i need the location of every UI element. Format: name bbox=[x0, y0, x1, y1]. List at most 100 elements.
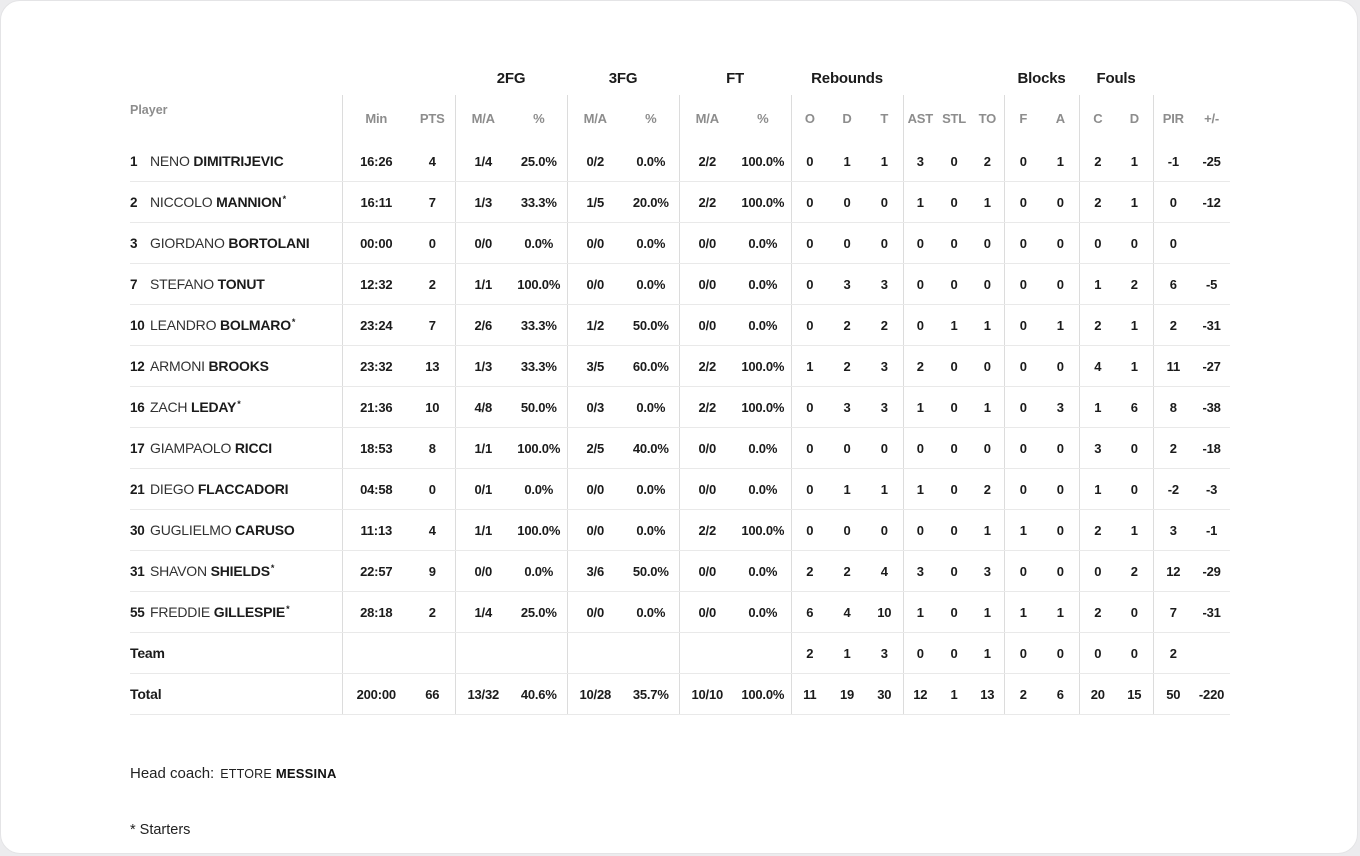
cell-foul-c: 2 bbox=[1078, 181, 1117, 223]
player-name-cell: 3 GIORDANO BORTOLANI bbox=[130, 222, 342, 264]
cell-stl: 0 bbox=[937, 141, 972, 182]
head-coach-line: Head coach: ETTORE MESSINA bbox=[130, 765, 1357, 782]
column-header-reb-o: O bbox=[790, 95, 829, 141]
player-last-name: RICCI bbox=[234, 440, 272, 456]
cell-pts bbox=[410, 632, 455, 674]
cell-3fg-pct: 50.0% bbox=[623, 550, 680, 592]
player-row-bortolani: 3 GIORDANO BORTOLANI 00:00 0 0/0 0.0% 0/0 0.0% 0… bbox=[130, 222, 1231, 264]
cell-3fg-pct: 0.0% bbox=[623, 386, 680, 428]
cell-reb-t: 4 bbox=[866, 550, 904, 592]
cell-reb-d: 19 bbox=[828, 673, 867, 715]
cell-ft-pct bbox=[735, 632, 792, 674]
cell-foul-c: 0 bbox=[1078, 550, 1117, 592]
summary-label: Total bbox=[130, 686, 162, 702]
cell-ft-ma: 2/2 bbox=[678, 509, 736, 551]
cell-reb-o: 6 bbox=[790, 591, 829, 633]
cell-to: 2 bbox=[971, 141, 1005, 182]
player-first-name: FREDDIE bbox=[150, 604, 214, 620]
cell-blk-a: 1 bbox=[1042, 141, 1080, 182]
player-row-ricci: 17 GIAMPAOLO RICCI 18:53 8 1/1 100.0% 2/5 40.0%… bbox=[130, 427, 1231, 469]
cell-ft-ma: 2/2 bbox=[678, 141, 736, 182]
cell-2fg-pct: 0.0% bbox=[511, 468, 568, 510]
cell-to: 0 bbox=[971, 222, 1005, 264]
column-header-ft-pct: % bbox=[757, 110, 769, 126]
player-number: 30 bbox=[130, 523, 145, 538]
column-header-pts: PTS bbox=[419, 110, 445, 126]
player-name-cell: 55 FREDDIE GILLESPIE* bbox=[130, 591, 342, 633]
column-header-pir: PIR bbox=[1152, 95, 1194, 141]
cell-stl: 0 bbox=[937, 345, 972, 387]
player-name-cell: 12 ARMONI BROOKS bbox=[130, 345, 342, 387]
cell-2fg-pct: 33.3% bbox=[511, 304, 568, 346]
player-row-flaccadori: 21 DIEGO FLACCADORI 04:58 0 0/1 0.0% 0/0 0.0% 0/… bbox=[130, 468, 1231, 510]
cell-ast: 0 bbox=[902, 632, 938, 674]
cell-ft-ma: 2/2 bbox=[678, 345, 736, 387]
cell-2fg-pct: 25.0% bbox=[511, 591, 568, 633]
player-row-mannion: 2 NICCOLO MANNION* 16:11 7 1/3 33.3% 1/5 20.0% 2… bbox=[130, 181, 1231, 223]
cell-pts: 13 bbox=[410, 345, 455, 387]
cell-blk-f: 0 bbox=[1003, 468, 1043, 510]
column-header-min: Min bbox=[341, 95, 410, 141]
cell-reb-o: 2 bbox=[790, 550, 829, 592]
player-first-name: LEANDRO bbox=[150, 317, 220, 333]
player-row-gillespie: 55 FREDDIE GILLESPIE* 28:18 2 1/4 25.0% 0/0 0.0… bbox=[130, 591, 1231, 633]
cell-reb-o: 0 bbox=[790, 222, 829, 264]
group-header-2fg: 2FG bbox=[496, 70, 526, 87]
player-last-name: TONUT bbox=[217, 276, 265, 292]
player-name-cell: 17 GIAMPAOLO RICCI bbox=[130, 427, 342, 469]
cell-foul-c: 2 bbox=[1078, 591, 1117, 633]
cell-pir: 7 bbox=[1152, 591, 1194, 633]
cell-pts: 4 bbox=[410, 509, 455, 551]
cell-3fg-ma: 2/5 bbox=[566, 427, 624, 469]
column-header-foul-d: D bbox=[1129, 110, 1139, 126]
cell-ft-pct: 0.0% bbox=[735, 222, 792, 264]
cell-pts: 7 bbox=[410, 181, 455, 223]
cell-reb-t: 3 bbox=[866, 632, 904, 674]
cell-foul-c: 2 bbox=[1078, 141, 1117, 182]
cell-blk-f: 1 bbox=[1003, 509, 1043, 551]
player-number: 55 bbox=[130, 605, 145, 620]
cell-2fg-ma: 2/6 bbox=[454, 304, 511, 346]
cell-3fg-pct: 0.0% bbox=[623, 591, 680, 633]
cell-2fg-pct: 100.0% bbox=[511, 509, 568, 551]
player-first-name: NICCOLO bbox=[150, 194, 217, 210]
player-number: 16 bbox=[130, 400, 145, 415]
cell-blk-f: 0 bbox=[1003, 550, 1043, 592]
cell-ft-ma: 2/2 bbox=[678, 386, 736, 428]
column-header-row: Player Min PTS M/A% M/A% M/A% O D T AST STL TO F A C D P… bbox=[130, 95, 1230, 141]
cell-ast: 12 bbox=[902, 673, 938, 715]
cell-ft-ma: 0/0 bbox=[678, 550, 736, 592]
cell-reb-o: 0 bbox=[790, 386, 829, 428]
cell-2fg-pct: 33.3% bbox=[511, 345, 568, 387]
cell-foul-d: 0 bbox=[1116, 222, 1154, 264]
row-label: Team bbox=[130, 632, 342, 674]
cell-3fg-ma: 1/2 bbox=[566, 304, 624, 346]
cell-ast: 0 bbox=[902, 304, 938, 346]
cell-3fg-ma: 0/0 bbox=[566, 468, 624, 510]
cell-3fg-pct: 0.0% bbox=[623, 263, 680, 305]
cell-foul-d: 2 bbox=[1116, 263, 1154, 305]
cell-min bbox=[341, 632, 410, 674]
cell-foul-d: 1 bbox=[1116, 345, 1154, 387]
cell-2fg-ma: 1/1 bbox=[454, 427, 511, 469]
player-first-name: NENO bbox=[150, 153, 194, 169]
cell-to: 2 bbox=[971, 468, 1005, 510]
cell-pts: 66 bbox=[410, 673, 455, 715]
column-header-stl: STL bbox=[942, 110, 967, 126]
cell-ft-pct: 100.0% bbox=[735, 181, 792, 223]
cell-pir: 0 bbox=[1152, 181, 1194, 223]
cell-reb-d: 1 bbox=[828, 468, 867, 510]
row-label: Total bbox=[130, 673, 342, 715]
cell-to: 13 bbox=[971, 673, 1005, 715]
cell-plus-minus: -25 bbox=[1193, 141, 1231, 182]
cell-min: 18:53 bbox=[341, 427, 410, 469]
cell-plus-minus: -31 bbox=[1193, 591, 1231, 633]
cell-ft-pct: 100.0% bbox=[735, 345, 792, 387]
column-header-ft-ma: M/A bbox=[678, 95, 736, 141]
cell-3fg-pct: 0.0% bbox=[623, 468, 680, 510]
summary-row-total: Total 200:00 66 13/32 40.6% 10/28 35.7% 10/10 10… bbox=[130, 673, 1231, 715]
cell-2fg-ma: 1/1 bbox=[454, 263, 511, 305]
cell-ft-pct: 0.0% bbox=[735, 591, 792, 633]
cell-3fg-pct: 60.0% bbox=[623, 345, 680, 387]
